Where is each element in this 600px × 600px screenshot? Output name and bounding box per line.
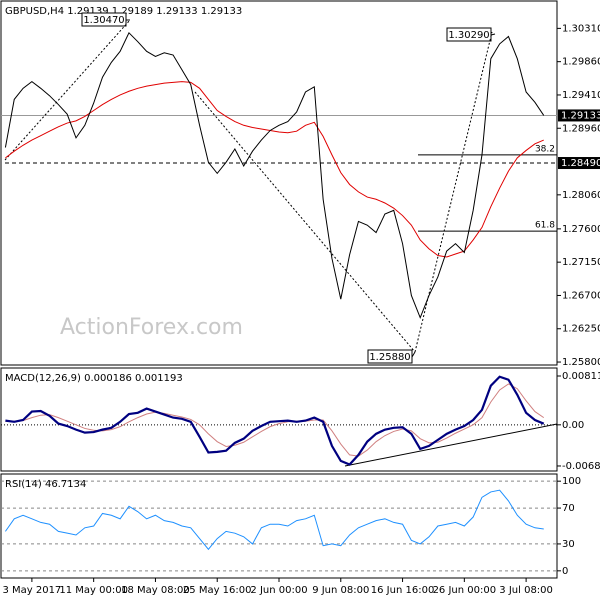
y-tick-label: 1.29410	[562, 90, 600, 101]
y-tick-label: 1.26250	[562, 324, 600, 335]
fib-label: 61.8	[535, 221, 555, 231]
x-tick-label: 11 May 00:00	[59, 585, 128, 596]
price-label-box	[367, 349, 413, 364]
series-line	[4, 31, 545, 320]
series-line	[5, 375, 545, 466]
panel-title: GBPUSD,H4 1.29139 1.29189 1.29133 1.2913…	[5, 6, 242, 17]
y-tick-label: 0	[562, 566, 568, 577]
price-label-leader	[490, 33, 496, 36]
x-tick-label: 3 May 2017	[2, 585, 61, 596]
panel-frame	[0, 367, 558, 472]
trend-line	[194, 91, 416, 353]
panel-frame	[0, 0, 558, 366]
y-tick-label: 30	[562, 539, 575, 550]
watermark: ActionForex.com	[60, 315, 243, 340]
x-tick-label: 9 Jun 08:00	[312, 585, 369, 596]
level-label: 1.28490	[561, 158, 600, 169]
price-label-box	[446, 27, 492, 42]
y-tick-label: 1.26700	[562, 290, 600, 301]
price-label-box	[81, 12, 127, 27]
price-label: 1.30290	[448, 30, 489, 41]
trend-line	[414, 31, 493, 353]
x-tick-label: 18 May 08:00	[121, 585, 190, 596]
level-label-box	[558, 157, 600, 170]
y-tick-label: 1.27600	[562, 224, 600, 235]
price-label: 1.25880	[369, 352, 410, 363]
fib-label: 38.2	[535, 144, 555, 154]
series-line	[5, 81, 544, 258]
y-tick-label: 1.29860	[562, 57, 600, 68]
x-tick-label: 2 Jun 00:00	[250, 585, 307, 596]
y-tick-label: -0.006844	[562, 461, 600, 472]
x-tick-label: 3 Jul 08:00	[499, 585, 553, 596]
y-tick-label: 1.30310	[562, 23, 600, 34]
level-label-box	[558, 109, 600, 122]
y-tick-label: 0.008118	[562, 371, 600, 382]
y-tick-label: 1.27150	[562, 257, 600, 268]
y-tick-label: 1.28960	[562, 123, 600, 134]
trend-line	[4, 19, 131, 161]
x-tick-label: 16 Jun 16:00	[371, 585, 435, 596]
x-tick-label: 26 Jun 00:00	[433, 585, 497, 596]
y-tick-label: 70	[562, 503, 575, 514]
series-line	[5, 383, 545, 457]
y-tick-label: 1.25800	[562, 357, 600, 368]
y-tick-label: 0.00	[562, 420, 584, 431]
y-tick-label: 1.28060	[562, 190, 600, 201]
panel-title: RSI(14) 46.7134	[5, 479, 86, 490]
level-label: 1.29133	[561, 110, 600, 121]
y-tick-label: 100	[562, 476, 581, 487]
series-line	[5, 489, 544, 551]
price-label: 1.30470	[83, 15, 124, 26]
trend-line	[344, 423, 558, 467]
x-tick-label: 25 May 16:00	[183, 585, 252, 596]
panel-title: MACD(12,26,9) 0.000186 0.001193	[5, 373, 183, 384]
